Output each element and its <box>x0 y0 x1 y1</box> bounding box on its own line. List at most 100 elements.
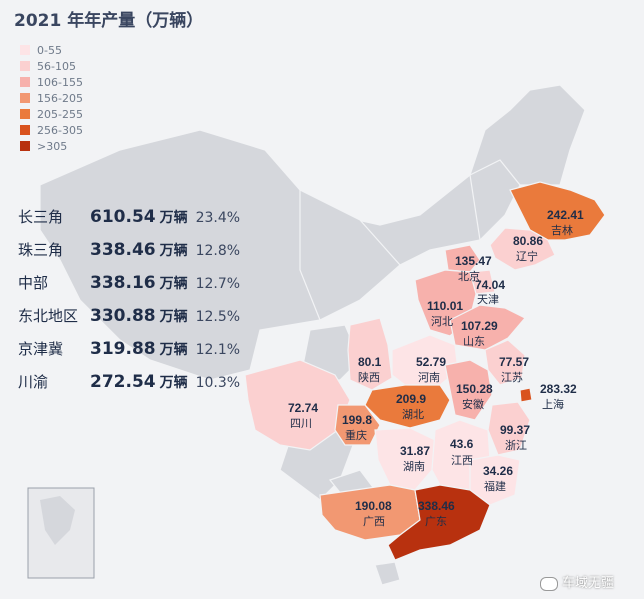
weibo-icon <box>540 576 558 591</box>
legend-swatch <box>20 109 30 119</box>
label-name-jiangxi: 江西 <box>451 454 473 467</box>
label-value-shanghai: 283.32 <box>540 382 577 396</box>
stat-unit: 万辆 <box>159 243 188 259</box>
label-name-sichuan: 四川 <box>290 418 312 430</box>
stat-unit: 万辆 <box>159 342 188 358</box>
stat-row: 珠三角 338.46 万辆 12.8% <box>18 239 240 272</box>
province-sichuan <box>244 359 351 451</box>
label-value-hubei: 209.9 <box>396 392 426 406</box>
label-name-zhejiang: 浙江 <box>505 439 527 452</box>
stat-share: 12.8% <box>195 243 241 259</box>
watermark: 车域无疆 <box>540 572 614 591</box>
stat-share: 10.3% <box>195 375 241 391</box>
stat-row: 东北地区 330.88 万辆 12.5% <box>18 305 240 338</box>
stat-unit: 万辆 <box>159 375 188 391</box>
province-beijing <box>444 244 481 273</box>
label-value-liaoning: 80.86 <box>513 234 543 248</box>
legend-swatch <box>20 77 30 87</box>
label-name-guangxi: 广西 <box>363 515 385 528</box>
chart-title: 2021 年年产量（万辆） <box>14 11 204 31</box>
province-hunan <box>374 427 436 491</box>
province-jilin <box>509 181 606 241</box>
label-name-jiangsu: 江苏 <box>501 371 523 384</box>
label-name-hubei: 湖北 <box>402 408 424 421</box>
legend-label: >305 <box>37 139 68 153</box>
stat-region: 川渝 <box>18 373 49 391</box>
stat-share: 23.4% <box>195 210 241 226</box>
stat-share: 12.7% <box>195 276 241 292</box>
stat-region: 东北地区 <box>18 307 79 325</box>
stat-value: 338.46 <box>90 240 156 260</box>
label-value-shaanxi: 80.1 <box>358 355 382 369</box>
stat-row: 京津冀 319.88 万辆 12.1% <box>18 338 240 371</box>
label-value-chongqing: 199.8 <box>342 413 372 427</box>
legend-item: >305 <box>20 138 83 154</box>
legend-label: 56-105 <box>37 59 76 73</box>
label-value-jiangxi: 43.6 <box>450 437 474 451</box>
legend-swatch <box>20 61 30 71</box>
stat-row: 川渝 272.54 万辆 10.3% <box>18 371 240 404</box>
province-shaanxi <box>347 317 393 391</box>
legend-item: 156-205 <box>20 90 83 106</box>
region-stats: 长三角 610.54 万辆 23.4% 珠三角 338.46 万辆 12.8% … <box>18 206 240 404</box>
legend-item: 56-105 <box>20 58 83 74</box>
stat-region: 中部 <box>18 274 49 292</box>
label-name-shandong: 山东 <box>463 335 485 348</box>
legend: 0-55 56-105 106-155 156-205 205-255 256-… <box>20 42 83 154</box>
stat-value: 272.54 <box>90 372 156 392</box>
legend-item: 106-155 <box>20 74 83 90</box>
stat-row: 中部 338.16 万辆 12.7% <box>18 272 240 305</box>
watermark-text: 车域无疆 <box>562 576 615 591</box>
stat-share: 12.5% <box>195 309 241 325</box>
province-hubei <box>364 384 451 429</box>
legend-swatch <box>20 93 30 103</box>
label-name-beijing: 北京 <box>458 269 480 283</box>
legend-label: 205-255 <box>37 107 83 121</box>
label-name-chongqing: 重庆 <box>345 428 367 442</box>
stat-region: 珠三角 <box>18 241 64 259</box>
label-value-sichuan: 72.74 <box>288 401 318 415</box>
legend-swatch <box>20 141 30 151</box>
label-name-liaoning: 辽宁 <box>516 249 538 263</box>
label-name-jilin: 吉林 <box>551 223 573 237</box>
legend-swatch <box>20 45 30 55</box>
stat-unit: 万辆 <box>159 309 188 325</box>
legend-label: 156-205 <box>37 91 83 105</box>
label-value-jilin: 242.41 <box>547 208 584 222</box>
label-value-tianjin: 74.04 <box>475 278 505 292</box>
label-value-henan: 52.79 <box>416 355 446 369</box>
stat-value: 610.54 <box>90 207 156 227</box>
province-labels: 242.41 吉林 80.86 辽宁 135.47 北京 74.04 天津 11… <box>288 208 584 528</box>
label-value-guangdong: 338.46 <box>418 499 455 513</box>
province-shapes <box>244 181 606 586</box>
label-value-zhejiang: 99.37 <box>500 423 530 437</box>
province-shandong <box>449 304 526 351</box>
label-name-anhui: 安徽 <box>462 397 484 411</box>
label-name-guangdong: 广东 <box>425 515 447 528</box>
province-hainan <box>374 561 401 586</box>
label-value-beijing: 135.47 <box>455 254 492 268</box>
label-name-hunan: 湖南 <box>403 460 425 473</box>
province-guangdong <box>387 484 491 561</box>
legend-label: 106-155 <box>37 75 83 89</box>
legend-swatch <box>20 125 30 135</box>
stat-share: 12.1% <box>195 342 241 358</box>
south-china-sea-inset <box>27 487 95 579</box>
stat-unit: 万辆 <box>159 276 188 292</box>
province-chongqing <box>334 404 381 446</box>
label-value-guangxi: 190.08 <box>355 499 392 513</box>
province-shanghai <box>519 387 533 403</box>
label-value-shandong: 107.29 <box>461 319 498 333</box>
stat-value: 330.88 <box>90 306 156 326</box>
stat-unit: 万辆 <box>159 210 188 226</box>
label-name-fujian: 福建 <box>484 479 506 493</box>
stat-region: 长三角 <box>18 208 64 226</box>
legend-item: 256-305 <box>20 122 83 138</box>
stat-value: 319.88 <box>90 339 156 359</box>
legend-item: 205-255 <box>20 106 83 122</box>
stat-row: 长三角 610.54 万辆 23.4% <box>18 206 240 239</box>
stat-value: 338.16 <box>90 273 156 293</box>
legend-label: 0-55 <box>37 43 62 57</box>
label-value-anhui: 150.28 <box>456 382 493 396</box>
